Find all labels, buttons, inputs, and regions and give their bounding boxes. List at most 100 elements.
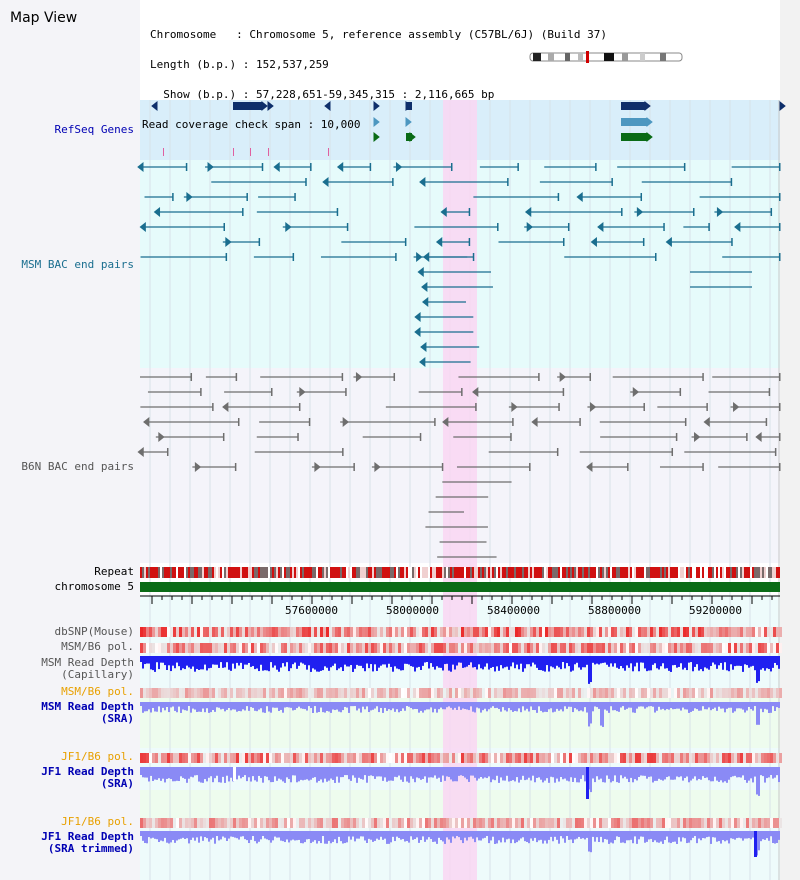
depth-bar <box>300 767 302 780</box>
heat-cell <box>413 643 416 653</box>
depth-bar <box>408 767 410 783</box>
heat-cell <box>284 627 287 637</box>
heat-tracks[interactable] <box>140 627 782 828</box>
gene-strand-arrow <box>373 116 380 128</box>
heat-cell <box>575 643 578 653</box>
depth-bar <box>488 767 490 777</box>
chromosome-ideogram[interactable] <box>529 51 683 63</box>
depth-bar <box>308 767 310 781</box>
heat-cell <box>215 627 218 637</box>
depth-bar <box>482 702 484 711</box>
depth-bar <box>522 702 524 707</box>
repeat-segment <box>272 567 274 578</box>
repeat-track[interactable] <box>140 567 780 578</box>
heat-cell <box>209 643 212 653</box>
heat-cell <box>443 688 446 698</box>
depth-bar <box>208 831 210 842</box>
heat-cell <box>605 818 608 828</box>
depth-bar <box>752 656 754 666</box>
b6n-bac-end <box>746 433 748 441</box>
heat-cell <box>614 688 617 698</box>
depth-bar <box>412 656 414 667</box>
heat-cell <box>659 643 662 653</box>
repeat-segment <box>160 567 162 578</box>
selection-highlight[interactable] <box>443 100 477 880</box>
heat-cell <box>473 627 476 637</box>
track-label-b6n-bac[interactable]: B6N BAC end pairs <box>21 460 134 473</box>
heat-cell <box>746 818 749 828</box>
track-label-msm-depth-sra[interactable]: MSM Read Depth (SRA) <box>41 701 134 725</box>
heat-cell <box>266 753 269 763</box>
heat-cell <box>284 818 287 828</box>
msm-bac-end <box>294 193 296 201</box>
depth-bar <box>374 767 376 779</box>
heat-cell <box>752 627 755 637</box>
track-label-msm-b6-pol-sra[interactable]: MSM/B6 pol. <box>61 685 134 698</box>
depth-bar <box>738 767 740 778</box>
track-label-jf1-b6-pol[interactable]: JF1/B6 pol. <box>61 750 134 763</box>
track-label-msm-bac[interactable]: MSM BAC end pairs <box>21 258 134 271</box>
heat-cell <box>587 753 590 763</box>
heat-cell <box>518 643 521 653</box>
depth-bar <box>552 767 554 778</box>
heat-cell <box>674 643 677 653</box>
heat-cell <box>755 627 758 637</box>
depth-bar <box>604 767 606 783</box>
repeat-segment <box>314 567 316 578</box>
heat-cell <box>392 818 395 828</box>
track-label-jf1-b6-pol-trimmed[interactable]: JF1/B6 pol. <box>61 815 134 828</box>
track-label-jf1-depth[interactable]: JF1 Read Depth (SRA) <box>41 766 134 790</box>
heat-cell <box>641 818 644 828</box>
depth-bar <box>700 831 702 841</box>
b6n-bac-track[interactable] <box>137 371 781 558</box>
track-label-dbsnp[interactable]: dbSNP(Mouse) <box>54 625 134 638</box>
depth-bar <box>166 831 168 843</box>
repeat-segment <box>218 567 220 578</box>
depth-bar <box>438 767 440 778</box>
repeat-segment <box>188 567 190 578</box>
msm-bac-end <box>563 238 565 246</box>
track-label-refseq[interactable]: RefSeq Genes <box>54 123 134 136</box>
track-label-jf1-depth-trimmed[interactable]: JF1 Read Depth (SRA trimmed) <box>41 831 134 855</box>
depth-bar <box>504 767 506 781</box>
depth-bar <box>214 767 216 779</box>
depth-bar <box>228 702 230 709</box>
heat-cell <box>533 688 536 698</box>
heat-cell <box>278 643 281 653</box>
depth-bar <box>672 702 674 710</box>
repeat-segment <box>304 567 306 578</box>
depth-tracks[interactable] <box>140 656 780 857</box>
heat-cell <box>659 688 662 698</box>
repeat-segment <box>482 567 484 578</box>
depth-bar <box>440 702 442 708</box>
track-label-msm-b6-pol[interactable]: MSM/B6 pol. <box>61 640 134 653</box>
depth-bar <box>544 767 546 781</box>
heat-cell <box>164 643 167 653</box>
refseq-genes-track[interactable] <box>151 100 786 156</box>
depth-bar <box>202 656 204 670</box>
depth-bar <box>216 831 218 837</box>
track-label-msm-depth-capillary[interactable]: MSM Read Depth (Capillary) <box>41 657 134 681</box>
heat-cell <box>419 818 422 828</box>
depth-bar <box>290 702 292 708</box>
chromosome-bar[interactable] <box>140 582 780 592</box>
depth-bar <box>156 656 158 663</box>
heat-cell <box>575 688 578 698</box>
depth-bar <box>410 831 412 837</box>
depth-bar <box>744 702 746 713</box>
msm-bac-track[interactable] <box>137 161 781 368</box>
depth-bar <box>520 702 522 713</box>
heat-cell <box>296 643 299 653</box>
depth-bar <box>676 702 678 709</box>
depth-bar <box>666 702 668 710</box>
repeat-segment <box>212 567 214 578</box>
heat-cell <box>509 643 512 653</box>
depth-bar <box>270 767 272 783</box>
depth-bar <box>140 831 142 837</box>
depth-bar <box>490 831 492 841</box>
heat-cell <box>422 627 425 637</box>
heat-cell <box>278 688 281 698</box>
depth-bar <box>648 767 650 777</box>
axis-tick-label: 58400000 <box>487 604 540 617</box>
